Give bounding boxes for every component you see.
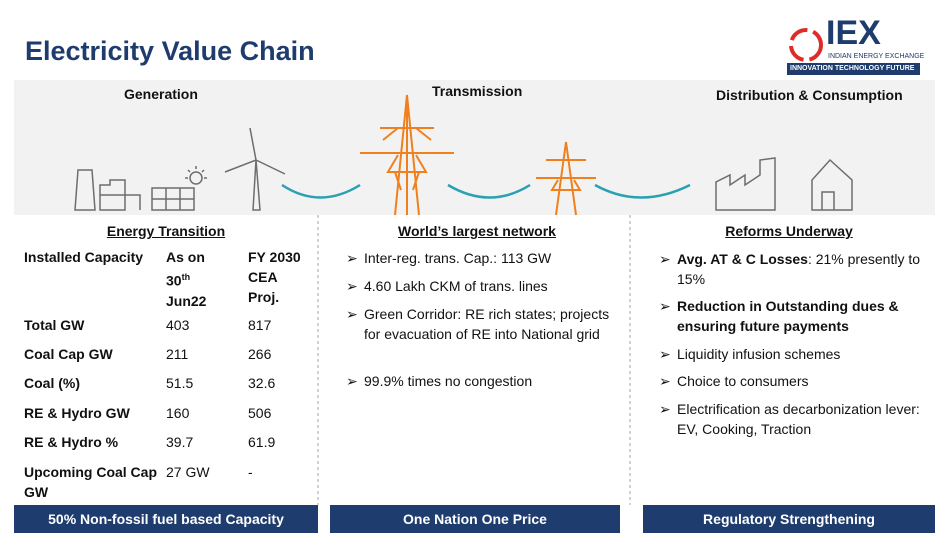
- bullet: 99.9% times no congestion: [346, 371, 626, 391]
- footer-bar: Regulatory Strengthening: [643, 505, 935, 533]
- table-header: FY 2030 CEA Proj.: [248, 249, 301, 305]
- table-header: Installed Capacity: [24, 249, 144, 265]
- bullet-text: Liquidity infusion schemes: [677, 346, 841, 362]
- table-cell: 403: [166, 317, 190, 333]
- heading: World’s largest network: [398, 223, 556, 239]
- logo-name: INDIAN ENERGY EXCHANGE: [828, 53, 925, 60]
- bullet: Reduction in Outstanding dues & ensuring…: [659, 296, 939, 336]
- bullet: 4.60 Lakh CKM of trans. lines: [346, 276, 626, 296]
- bullet: Green Corridor: RE rich states; projects…: [346, 304, 626, 344]
- bullet: Electrification as decarbonization lever…: [659, 399, 939, 439]
- bullet: Inter-reg. trans. Cap.: 113 GW: [346, 248, 626, 268]
- table-cell: 27 GW: [166, 464, 210, 480]
- footer-bar: One Nation One Price: [330, 505, 620, 533]
- table-cell: RE & Hydro GW: [24, 405, 130, 421]
- table-cell: 51.5: [166, 375, 194, 391]
- table-cell: 61.9: [248, 434, 276, 450]
- table-cell: 817: [248, 317, 272, 333]
- logo-tagline: INNOVATION TECHNOLOGY FUTURE: [790, 65, 915, 72]
- table-cell: 506: [248, 405, 272, 421]
- table-cell: 39.7: [166, 434, 194, 450]
- bullet-text: Electrification as decarbonization lever…: [677, 401, 920, 437]
- bullet-text: Choice to consumers: [677, 373, 809, 389]
- table-cell: 266: [248, 346, 272, 362]
- table-cell: Upcoming Coal Cap GW: [24, 464, 158, 500]
- table-cell: RE & Hydro %: [24, 434, 119, 450]
- table-cell: Coal (%): [24, 375, 80, 391]
- footer-bar: 50% Non-fossil fuel based Capacity: [14, 505, 318, 533]
- table-cell: 211: [166, 346, 189, 362]
- heading: Energy Transition: [106, 223, 226, 239]
- table-cell: 32.6: [248, 375, 276, 391]
- bullet: Liquidity infusion schemes: [659, 344, 939, 364]
- table-cell: Coal Cap GW: [24, 346, 113, 362]
- stage-label: Distribution & Consumption: [716, 87, 903, 103]
- bullet: Avg. AT & C Losses: 21% presently to 15%: [659, 249, 939, 289]
- stage-label: Generation: [124, 86, 198, 102]
- bullet-text: : 21% presently to 15%: [677, 251, 921, 287]
- table-cell: Total GW: [24, 317, 85, 333]
- table-header: As on 30th Jun22: [166, 249, 207, 309]
- stage-label: Transmission: [432, 83, 523, 99]
- heading: Reforms Underway: [725, 223, 853, 239]
- table-cell: -: [248, 464, 253, 480]
- logo-brand: IEX: [826, 14, 881, 52]
- title: Electricity Value Chain: [25, 36, 315, 66]
- table-cell: 160: [166, 405, 190, 421]
- bullet-bold: Reduction in Outstanding dues & ensuring…: [677, 298, 899, 334]
- bullet-bold: Avg. AT & C Losses: [677, 251, 808, 267]
- bullet: Choice to consumers: [659, 371, 939, 391]
